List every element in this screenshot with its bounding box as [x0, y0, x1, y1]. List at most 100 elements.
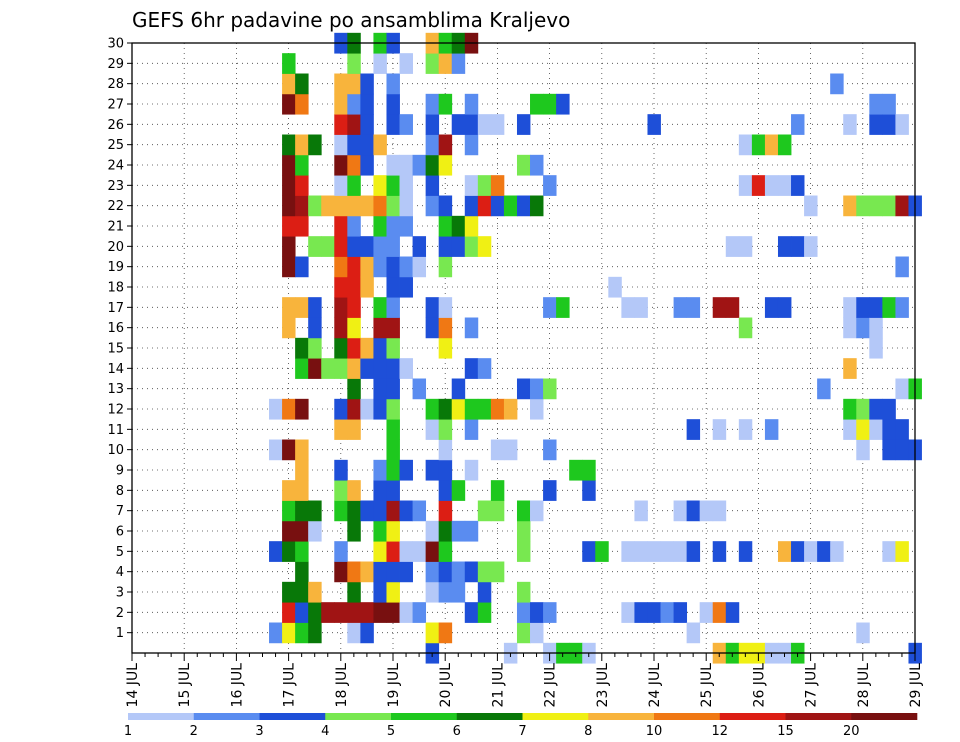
heatmap-cell	[282, 73, 296, 95]
heatmap-cell	[373, 195, 387, 217]
heatmap-cell	[269, 541, 283, 562]
y-tick-label: 10	[107, 443, 124, 458]
heatmap-cell	[334, 154, 348, 176]
heatmap-cell	[543, 439, 557, 461]
heatmap-cell	[282, 195, 296, 217]
heatmap-cell	[686, 419, 701, 440]
heatmap-cell	[516, 114, 531, 135]
y-tick-label: 4	[116, 565, 124, 580]
heatmap-cell	[308, 337, 322, 359]
heatmap-cell	[295, 134, 309, 156]
heatmap-cell	[856, 439, 870, 461]
heatmap-cell	[556, 297, 570, 318]
heatmap-cell	[751, 134, 766, 156]
heatmap-cell	[282, 154, 296, 176]
heatmap-cell	[830, 73, 844, 95]
heatmap-cell	[647, 114, 661, 135]
heatmap-cell	[869, 93, 883, 115]
heatmap-cell	[725, 236, 740, 257]
heatmap-cell	[425, 175, 440, 196]
heatmap-cell	[530, 154, 544, 176]
heatmap-cell	[438, 561, 453, 583]
heatmap-cell	[464, 175, 479, 196]
heatmap-cell	[451, 236, 466, 257]
heatmap-cell	[425, 581, 440, 603]
heatmap-cell	[438, 256, 453, 278]
heatmap-cell	[373, 358, 387, 379]
heatmap-cell	[334, 195, 348, 217]
heatmap-cell	[477, 236, 492, 257]
y-tick-label: 22	[107, 199, 124, 214]
heatmap-cell	[334, 256, 348, 278]
heatmap-cell	[895, 256, 909, 278]
heatmap-cell	[334, 419, 348, 440]
heatmap-cell	[386, 175, 400, 196]
heatmap-cell	[334, 459, 348, 481]
heatmap-cell	[660, 541, 674, 562]
y-tick-label: 13	[107, 382, 124, 397]
legend-swatch	[654, 713, 721, 720]
chart-title: GEFS 6hr padavine po ansamblima Kraljevo	[132, 8, 570, 32]
heatmap-cell	[477, 500, 492, 522]
heatmap-cell	[830, 541, 844, 562]
heatmap-cell	[686, 541, 701, 562]
heatmap-cell	[712, 541, 727, 562]
heatmap-cell	[282, 93, 296, 115]
y-tick-label: 1	[116, 626, 124, 641]
heatmap-cell	[425, 520, 440, 542]
legend-label: 6	[453, 724, 461, 739]
heatmap-cell	[386, 114, 400, 135]
heatmap-cell	[438, 215, 453, 237]
heatmap-cell	[360, 358, 374, 379]
heatmap-cell	[516, 378, 531, 400]
heatmap-cell	[543, 480, 557, 501]
heatmap-cell	[399, 175, 413, 196]
heatmap-cell	[360, 114, 374, 135]
heatmap-cell	[543, 297, 557, 318]
heatmap-cell	[438, 622, 453, 644]
heatmap-cell	[347, 276, 361, 298]
heatmap-cell	[386, 93, 400, 115]
heatmap-cell	[373, 134, 387, 156]
heatmap-cell	[738, 175, 753, 196]
heatmap-cell	[725, 297, 740, 318]
heatmap-cell	[869, 337, 883, 359]
heatmap-cell	[295, 581, 309, 603]
heatmap-cell	[347, 154, 361, 176]
heatmap-cell	[895, 195, 909, 217]
heatmap-cell	[399, 541, 413, 562]
heatmap-cell	[817, 541, 831, 562]
heatmap-cell	[791, 541, 805, 562]
heatmap-cell	[282, 541, 296, 562]
heatmap-cell	[295, 398, 309, 420]
y-tick-label: 17	[107, 301, 124, 316]
x-tick-label: 21 JUL	[490, 663, 506, 708]
heatmap-cell	[673, 541, 688, 562]
heatmap-cell	[360, 154, 374, 176]
heatmap-cell	[399, 53, 413, 74]
heatmap-cell	[451, 215, 466, 237]
heatmap-cell	[425, 53, 440, 74]
heatmap-cell	[438, 337, 453, 359]
heatmap-cell	[438, 439, 453, 461]
heatmap-cell	[360, 500, 374, 522]
heatmap-cell	[373, 581, 387, 603]
heatmap-cell	[373, 480, 387, 501]
heatmap-cell	[712, 500, 727, 522]
heatmap-cell	[360, 256, 374, 278]
x-tick-label: 27 JUL	[804, 663, 820, 708]
heatmap-cell	[856, 622, 870, 644]
heatmap-cell	[464, 459, 479, 481]
heatmap-cell	[490, 500, 505, 522]
heatmap-cell	[373, 53, 387, 74]
heatmap-cell	[686, 500, 701, 522]
heatmap-cell	[738, 134, 753, 156]
heatmap-cell	[295, 520, 309, 542]
heatmap-cell	[386, 480, 400, 501]
heatmap-cell	[451, 520, 466, 542]
heatmap-cell	[882, 114, 896, 135]
heatmap-cell	[464, 317, 479, 339]
x-tick-label: 20 JUL	[438, 663, 454, 708]
heatmap-cell	[412, 500, 427, 522]
heatmap-cell	[308, 236, 322, 257]
